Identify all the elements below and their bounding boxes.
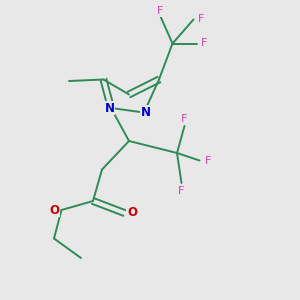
Text: F: F xyxy=(181,113,188,124)
Text: F: F xyxy=(201,38,207,49)
Text: F: F xyxy=(178,185,185,196)
Text: F: F xyxy=(205,155,212,166)
Text: O: O xyxy=(127,206,137,220)
Text: F: F xyxy=(157,6,164,16)
Text: O: O xyxy=(49,203,59,217)
Text: F: F xyxy=(198,14,204,25)
Text: N: N xyxy=(140,106,151,119)
Text: N: N xyxy=(104,101,115,115)
